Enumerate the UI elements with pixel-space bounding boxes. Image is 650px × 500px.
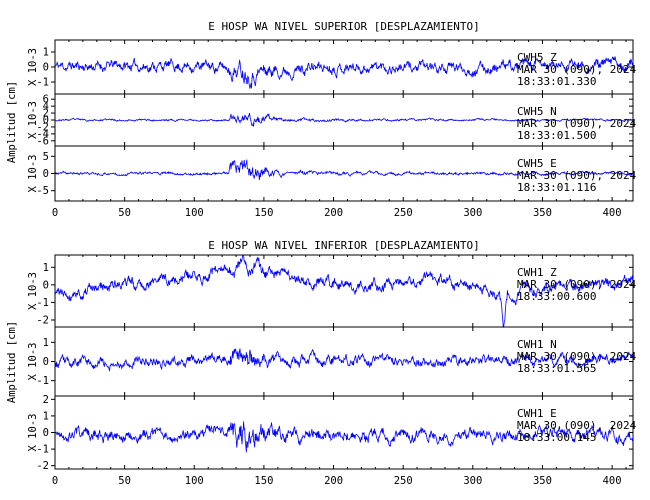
x-tick-label: 300 [463, 207, 482, 219]
x-tick-label: 50 [118, 207, 131, 219]
station-label: CWH5 E [517, 157, 557, 170]
y-tick-label: 0 [43, 62, 49, 74]
scale-label: X 10-3 [27, 343, 39, 381]
y-tick-label: 0 [43, 168, 49, 180]
x-tick-label: 150 [254, 207, 273, 219]
x-tick-label: 0 [52, 475, 58, 487]
x-tick-label: 200 [324, 207, 343, 219]
station-time: 18:33:01.500 [517, 129, 596, 142]
chart-section-2: E HOSP WA NIVEL INFERIOR [DESPLAZAMIENTO… [6, 239, 637, 487]
y-tick-label: 5 [43, 151, 49, 163]
x-tick-label: 100 [185, 207, 204, 219]
y-axis-label: Amplitud [cm] [6, 81, 18, 163]
y-tick-label: 1 [43, 262, 49, 274]
y-tick-label: -1 [36, 375, 49, 387]
station-time: 18:33:01.116 [517, 181, 596, 194]
y-tick-label: 4 [43, 101, 49, 113]
chart-title: E HOSP WA NIVEL SUPERIOR [DESPLAZAMIENTO… [208, 20, 480, 33]
scale-label: X 10-3 [27, 272, 39, 310]
station-time: 18:33:00.600 [517, 290, 596, 303]
waveform-trace-cwh5-n [54, 112, 634, 127]
station-time: 18:33:01.330 [517, 75, 596, 88]
y-tick-label: -1 [36, 444, 49, 456]
x-tick-label: 200 [324, 475, 343, 487]
x-tick-label: 150 [254, 475, 273, 487]
y-tick-label: -6 [36, 135, 49, 147]
y-tick-label: 0 [43, 427, 49, 439]
waveform-trace-cwh5-z [54, 56, 634, 89]
y-tick-label: -2 [36, 121, 49, 133]
scale-label: X 10-3 [27, 155, 39, 193]
scale-label: X 10-3 [27, 414, 39, 452]
x-tick-label: 250 [394, 475, 413, 487]
y-tick-label: 2 [43, 108, 49, 120]
station-date: MAR 30 (090), 2024 [517, 419, 637, 432]
x-tick-label: 300 [463, 475, 482, 487]
x-tick-label: 350 [533, 207, 552, 219]
scale-label: X 10-3 [27, 101, 39, 139]
y-tick-label: -5 [36, 185, 49, 197]
x-tick-label: 100 [185, 475, 204, 487]
y-tick-label: 0 [43, 115, 49, 127]
station-date: MAR 30 (090), 2024 [517, 63, 637, 76]
station-date: MAR 30 (090), 2024 [517, 278, 637, 291]
y-tick-label: -2 [36, 460, 49, 472]
station-time: 18:33:00.145 [517, 431, 596, 444]
waveform-trace-cwh1-z [54, 254, 634, 328]
x-tick-label: 50 [118, 475, 131, 487]
y-tick-label: 2 [43, 394, 49, 406]
station-label: CWH5 N [517, 105, 557, 118]
station-label: CWH1 Z [517, 266, 557, 279]
station-date: MAR 30 (090), 2024 [517, 169, 637, 182]
y-tick-label: 1 [43, 410, 49, 422]
y-tick-label: 0 [43, 356, 49, 368]
x-tick-label: 350 [533, 475, 552, 487]
scale-label: X 10-3 [27, 48, 39, 86]
y-tick-label: 0 [43, 279, 49, 291]
y-tick-label: 1 [43, 47, 49, 59]
x-tick-label: 400 [603, 475, 622, 487]
y-tick-label: -4 [36, 128, 49, 140]
y-tick-label: -2 [36, 314, 49, 326]
y-tick-label: 1 [43, 337, 49, 349]
x-tick-label: 0 [52, 207, 58, 219]
station-time: 18:33:01.565 [517, 362, 596, 375]
station-date: MAR 30 (090), 2024 [517, 117, 637, 130]
y-tick-label: -1 [36, 77, 49, 89]
y-axis-label: Amplitud [cm] [6, 321, 18, 403]
waveform-trace-cwh1-e [54, 421, 634, 453]
chart-title: E HOSP WA NIVEL INFERIOR [DESPLAZAMIENTO… [208, 239, 480, 252]
chart-section-1: E HOSP WA NIVEL SUPERIOR [DESPLAZAMIENTO… [6, 20, 637, 219]
x-tick-label: 250 [394, 207, 413, 219]
x-tick-label: 400 [603, 207, 622, 219]
station-label: CWH1 E [517, 407, 557, 420]
waveform-trace-cwh5-e [54, 159, 634, 181]
station-label: CWH1 N [517, 338, 557, 351]
y-tick-label: -1 [36, 297, 49, 309]
y-tick-label: 6 [43, 94, 49, 106]
station-date: MAR 30 (090), 2024 [517, 350, 637, 363]
station-label: CWH5 Z [517, 51, 557, 64]
waveform-trace-cwh1-n [54, 348, 634, 372]
